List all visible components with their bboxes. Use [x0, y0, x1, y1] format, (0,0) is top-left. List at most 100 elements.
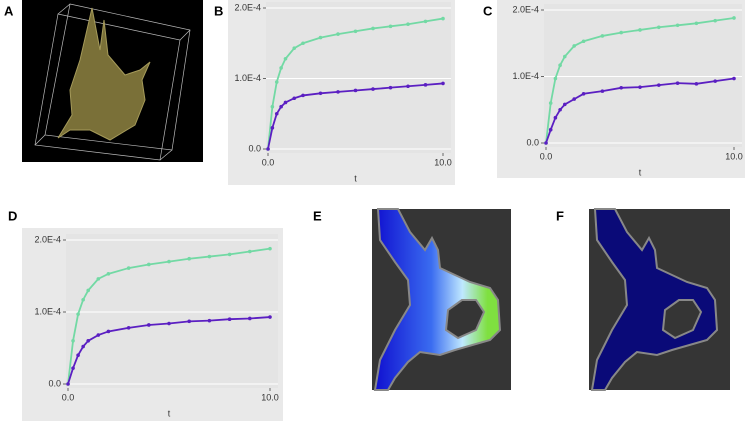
x-tick-label: 0.0	[540, 151, 553, 161]
data-point	[548, 127, 553, 132]
y-tick-label: 1.0E-4	[34, 306, 61, 316]
x-tick-label: 0.0	[262, 157, 275, 167]
x-axis-label: t	[354, 173, 357, 183]
data-point	[732, 76, 736, 81]
data-point	[558, 107, 562, 112]
panel-label: B	[214, 3, 223, 18]
data-point	[283, 100, 288, 105]
data-point	[353, 29, 358, 34]
y-tick-label: 0.0	[48, 378, 61, 388]
y-tick-label: 0.0	[248, 143, 261, 153]
data-point	[270, 104, 275, 109]
data-point	[713, 18, 717, 23]
data-point	[147, 323, 151, 327]
data-point	[553, 115, 558, 120]
data-point	[279, 104, 283, 109]
data-point	[675, 23, 680, 28]
data-point	[441, 81, 445, 86]
plot-area	[266, 2, 451, 153]
data-point	[270, 126, 275, 130]
data-point	[371, 26, 375, 31]
data-point	[423, 83, 428, 87]
x-tick-label: 10.0	[725, 151, 743, 161]
data-point	[266, 147, 270, 151]
data-point	[187, 319, 191, 324]
panel-label: C	[483, 3, 493, 18]
data-point	[336, 90, 340, 94]
x-tick-label: 0.0	[62, 392, 75, 402]
data-point	[147, 262, 151, 267]
data-point	[694, 21, 699, 26]
x-axis-label: t	[639, 167, 642, 177]
data-point	[572, 44, 576, 48]
data-point	[558, 63, 562, 67]
data-point	[657, 25, 661, 30]
data-point	[388, 24, 393, 29]
panel-label: D	[8, 208, 17, 223]
data-point	[336, 32, 340, 36]
data-point	[301, 93, 305, 98]
data-point	[657, 83, 661, 87]
x-axis-label: t	[168, 408, 171, 418]
data-point	[86, 288, 90, 293]
data-point	[274, 80, 279, 84]
cell-image	[372, 208, 511, 391]
data-point	[167, 321, 171, 326]
data-point	[581, 39, 586, 44]
data-point	[353, 88, 358, 93]
y-tick-label: 0.0	[526, 137, 539, 147]
data-point	[279, 66, 283, 70]
data-point	[388, 85, 393, 90]
data-point	[694, 82, 699, 86]
data-point	[274, 111, 279, 116]
x-tick-label: 10.0	[434, 157, 452, 167]
data-point	[600, 89, 605, 93]
data-point	[544, 141, 548, 145]
data-point	[600, 34, 605, 38]
data-point	[106, 272, 111, 276]
panel-label: A	[4, 3, 14, 18]
y-tick-label: 1.0E-4	[512, 71, 539, 81]
data-point	[713, 79, 717, 83]
plot-area	[544, 4, 742, 147]
data-point	[638, 85, 642, 89]
data-point	[268, 315, 272, 319]
y-tick-label: 1.0E-4	[234, 73, 261, 83]
data-point	[71, 339, 75, 343]
render-3d	[22, 0, 203, 162]
data-point	[619, 86, 623, 90]
data-point	[581, 91, 586, 96]
data-point	[619, 30, 623, 35]
data-point	[248, 249, 252, 254]
data-point	[227, 317, 232, 322]
data-point	[86, 339, 90, 343]
data-point	[81, 297, 85, 302]
data-point	[675, 81, 680, 85]
data-point	[292, 46, 297, 50]
y-tick-label: 2.0E-4	[512, 4, 539, 14]
data-point	[126, 266, 131, 270]
data-point	[96, 333, 101, 337]
y-tick-label: 2.0E-4	[34, 234, 61, 244]
data-point	[423, 19, 428, 24]
y-tick-label: 2.0E-4	[234, 2, 261, 12]
data-point	[167, 259, 171, 264]
data-point	[66, 382, 70, 386]
data-point	[548, 101, 553, 105]
data-point	[207, 254, 212, 259]
data-point	[732, 16, 736, 20]
data-point	[318, 35, 323, 40]
data-point	[76, 353, 80, 358]
data-point	[283, 56, 288, 61]
data-point	[572, 97, 576, 101]
data-point	[96, 277, 101, 281]
data-point	[563, 102, 567, 107]
data-point	[187, 256, 191, 261]
data-point	[76, 312, 80, 316]
plot-area	[66, 234, 278, 388]
data-point	[248, 316, 252, 321]
x-tick-label: 10.0	[261, 392, 279, 402]
data-point	[638, 28, 642, 32]
data-point	[207, 318, 212, 323]
